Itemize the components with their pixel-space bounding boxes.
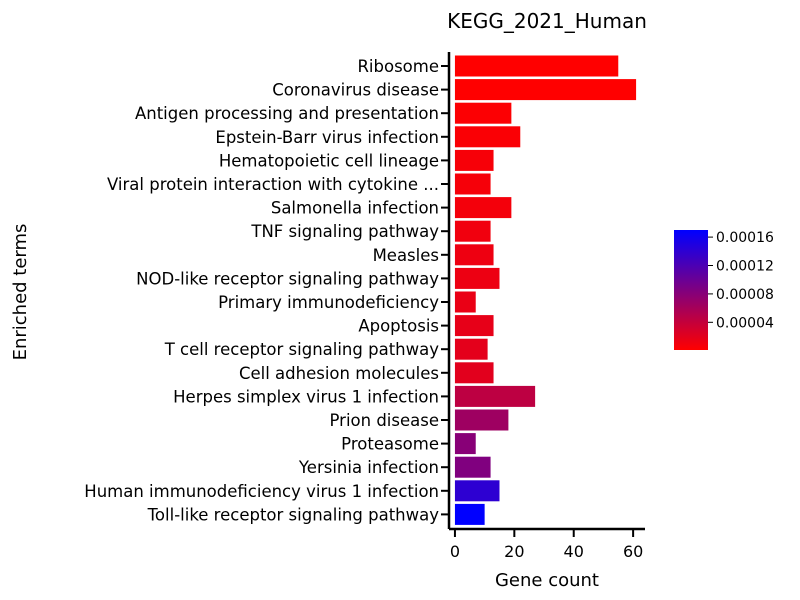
term-label: NOD-like receptor signaling pathway: [136, 269, 439, 288]
x-tick-label: 40: [564, 542, 584, 561]
term-labels-group: Ribosome Coronavirus disease Antigen proce…: [84, 57, 439, 524]
term-label: Antigen processing and presentation: [135, 104, 439, 123]
term-label: Salmonella infection: [271, 199, 439, 218]
bar-1: [454, 79, 637, 101]
x-tick-label: 20: [504, 542, 524, 561]
bar-14: [454, 385, 536, 407]
bar-15: [454, 409, 509, 431]
x-tick-label: 0: [450, 542, 460, 561]
term-label: Hematopoietic cell lineage: [219, 151, 439, 170]
colorbar: 0.00004 0.00008 0.00012 0.00016: [674, 230, 774, 350]
term-label: Primary immunodeficiency: [218, 293, 439, 312]
x-axis: 0 20 40 60: [449, 527, 645, 561]
y-axis-title: Enriched terms: [10, 224, 31, 361]
bar-19: [454, 503, 485, 525]
term-label: Herpes simplex virus 1 infection: [173, 387, 439, 406]
bars-group: [454, 55, 637, 525]
y-axis: [441, 52, 451, 529]
term-label: TNF signaling pathway: [250, 222, 439, 241]
bar-12: [454, 338, 488, 360]
bar-3: [454, 126, 521, 148]
term-label: Human immunodeficiency virus 1 infection: [84, 482, 439, 501]
bar-6: [454, 197, 512, 219]
chart-title: KEGG_2021_Human: [447, 9, 647, 33]
bar-2: [454, 102, 512, 124]
colorbar-tick-label: 0.00012: [716, 259, 774, 275]
term-label: Measles: [373, 246, 439, 265]
bar-9: [454, 267, 500, 289]
bar-13: [454, 362, 494, 384]
bar-10: [454, 291, 476, 313]
colorbar-tick-label: 0.00016: [716, 230, 774, 246]
term-label: Prion disease: [330, 411, 440, 430]
bar-7: [454, 220, 491, 242]
term-label: Epstein-Barr virus infection: [215, 128, 439, 147]
bar-18: [454, 480, 500, 502]
term-label: Yersinia infection: [298, 458, 439, 477]
x-axis-title: Gene count: [495, 570, 599, 591]
colorbar-tick-label: 0.00004: [716, 315, 774, 331]
term-label: Viral protein interaction with cytokine …: [107, 175, 439, 194]
term-label: Ribosome: [357, 57, 439, 76]
x-tick-label: 60: [623, 542, 643, 561]
term-label: Apoptosis: [358, 317, 439, 336]
term-label: Proteasome: [341, 435, 439, 454]
term-label: Coronavirus disease: [272, 81, 439, 100]
bar-16: [454, 433, 476, 455]
colorbar-gradient: [674, 230, 708, 350]
bar-0: [454, 55, 619, 77]
bar-8: [454, 244, 494, 266]
term-label: Toll-like receptor signaling pathway: [147, 505, 440, 524]
bar-5: [454, 173, 491, 195]
bar-11: [454, 315, 494, 337]
bar-4: [454, 149, 494, 171]
term-label: Cell adhesion molecules: [239, 364, 439, 383]
colorbar-tick-label: 0.00008: [716, 287, 774, 303]
term-label: T cell receptor signaling pathway: [164, 340, 440, 359]
bar-17: [454, 456, 491, 478]
